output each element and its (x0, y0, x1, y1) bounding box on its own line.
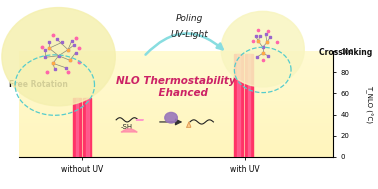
Bar (19, 76, 333, 79)
Bar (19, 65, 333, 69)
Bar (19, 111, 333, 115)
Bar (19, 139, 333, 143)
Bar (248, 54, 250, 157)
Text: Ehanced: Ehanced (144, 88, 208, 98)
Text: -SH: -SH (121, 124, 133, 130)
Polygon shape (187, 122, 191, 127)
Y-axis label: T_NLO (°C): T_NLO (°C) (365, 85, 372, 123)
Bar (19, 104, 333, 108)
Bar (234, 54, 243, 157)
Bar (19, 79, 333, 83)
Bar (76, 98, 78, 157)
Bar (19, 90, 333, 93)
Bar (19, 132, 333, 136)
Bar (19, 58, 333, 62)
Ellipse shape (165, 112, 177, 123)
Bar (19, 122, 333, 125)
Bar (19, 93, 333, 97)
Bar (83, 98, 91, 157)
Text: Free Rotation: Free Rotation (9, 80, 68, 89)
Bar (19, 62, 333, 65)
Bar (237, 54, 240, 157)
Bar (19, 150, 333, 153)
Bar (19, 153, 333, 157)
Bar (19, 108, 333, 111)
Bar (19, 118, 333, 122)
Bar (19, 69, 333, 72)
Bar (19, 129, 333, 132)
Bar (19, 83, 333, 86)
Ellipse shape (2, 8, 115, 106)
Bar (245, 54, 253, 157)
Bar (19, 136, 333, 139)
Bar (73, 98, 81, 157)
Bar (19, 115, 333, 118)
Ellipse shape (221, 11, 304, 87)
Bar (19, 125, 333, 129)
Bar (19, 51, 333, 55)
Bar (19, 97, 333, 100)
Bar (19, 55, 333, 58)
Text: NLO Thermostability: NLO Thermostability (116, 76, 235, 86)
Bar (86, 98, 88, 157)
Bar (19, 86, 333, 90)
Text: UV-Light: UV-Light (170, 29, 208, 39)
Text: Poling: Poling (175, 14, 203, 23)
Bar (19, 72, 333, 76)
Bar (19, 100, 333, 104)
Bar (19, 143, 333, 146)
Bar (19, 146, 333, 150)
Text: Crosslinking  Lock: Crosslinking Lock (319, 48, 378, 57)
